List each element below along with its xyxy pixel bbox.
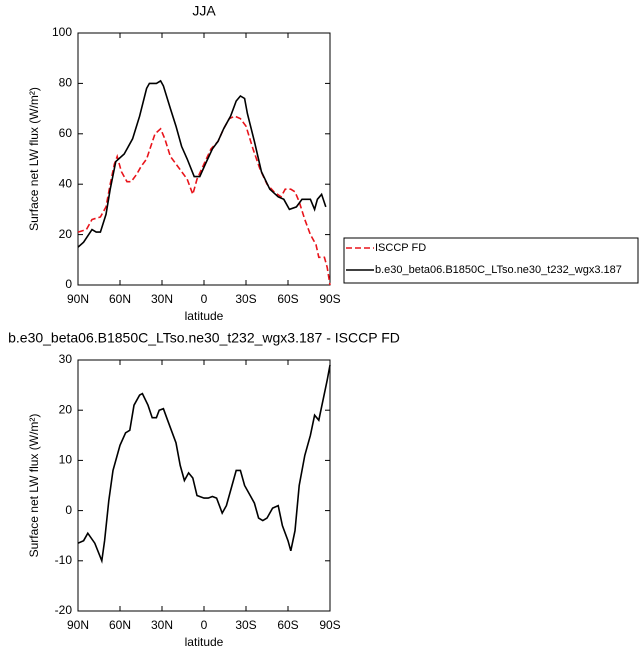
y-tick-label: 20	[59, 402, 73, 416]
legend-label: b.e30_beta06.B1850C_LTso.ne30_t232_wgx3.…	[375, 264, 622, 276]
x-tick-label: 30S	[235, 292, 256, 306]
x-tick-label: 30N	[151, 292, 173, 306]
x-tick-label: 60S	[277, 618, 298, 632]
y-tick-label: 60	[59, 126, 73, 140]
x-tick-label: 90N	[67, 618, 89, 632]
x-tick-label: 0	[201, 292, 208, 306]
y-tick-label: 0	[65, 503, 72, 517]
y-tick-label: 0	[65, 277, 72, 291]
x-tick-label: 30N	[151, 618, 173, 632]
plot-frame	[77, 359, 331, 612]
x-tick-label: 60S	[277, 292, 298, 306]
x-tick-label: 0	[201, 618, 208, 632]
y-axis-label: Surface net LW flux (W/m²)	[27, 414, 41, 558]
plot-frame	[77, 32, 331, 286]
x-tick-label: 30S	[235, 618, 256, 632]
data-line	[77, 115, 331, 286]
y-tick-label: 20	[59, 227, 73, 241]
y-tick-label: 80	[59, 76, 73, 90]
x-tick-label: 90S	[319, 618, 340, 632]
y-tick-label: -10	[55, 553, 73, 567]
y-tick-label: 100	[52, 25, 72, 39]
x-axis-label: latitude	[185, 635, 224, 649]
data-line	[77, 79, 327, 248]
x-tick-label: 90S	[319, 292, 340, 306]
x-tick-label: 90N	[67, 292, 89, 306]
x-tick-label: 60N	[109, 292, 131, 306]
data-line	[77, 364, 331, 564]
chart-title: JJA	[192, 3, 216, 19]
x-axis-label: latitude	[185, 309, 224, 323]
chart-title: b.e30_beta06.B1850C_LTso.ne30_t232_wgx3.…	[8, 330, 400, 346]
y-tick-label: 40	[59, 176, 73, 190]
y-axis-label: Surface net LW flux (W/m²)	[27, 87, 41, 231]
y-tick-label: 10	[59, 453, 73, 467]
x-tick-label: 60N	[109, 618, 131, 632]
legend-box	[343, 237, 639, 284]
y-tick-label: -20	[55, 603, 73, 617]
legend-label: ISCCP FD	[375, 242, 426, 254]
y-tick-label: 30	[59, 352, 73, 366]
